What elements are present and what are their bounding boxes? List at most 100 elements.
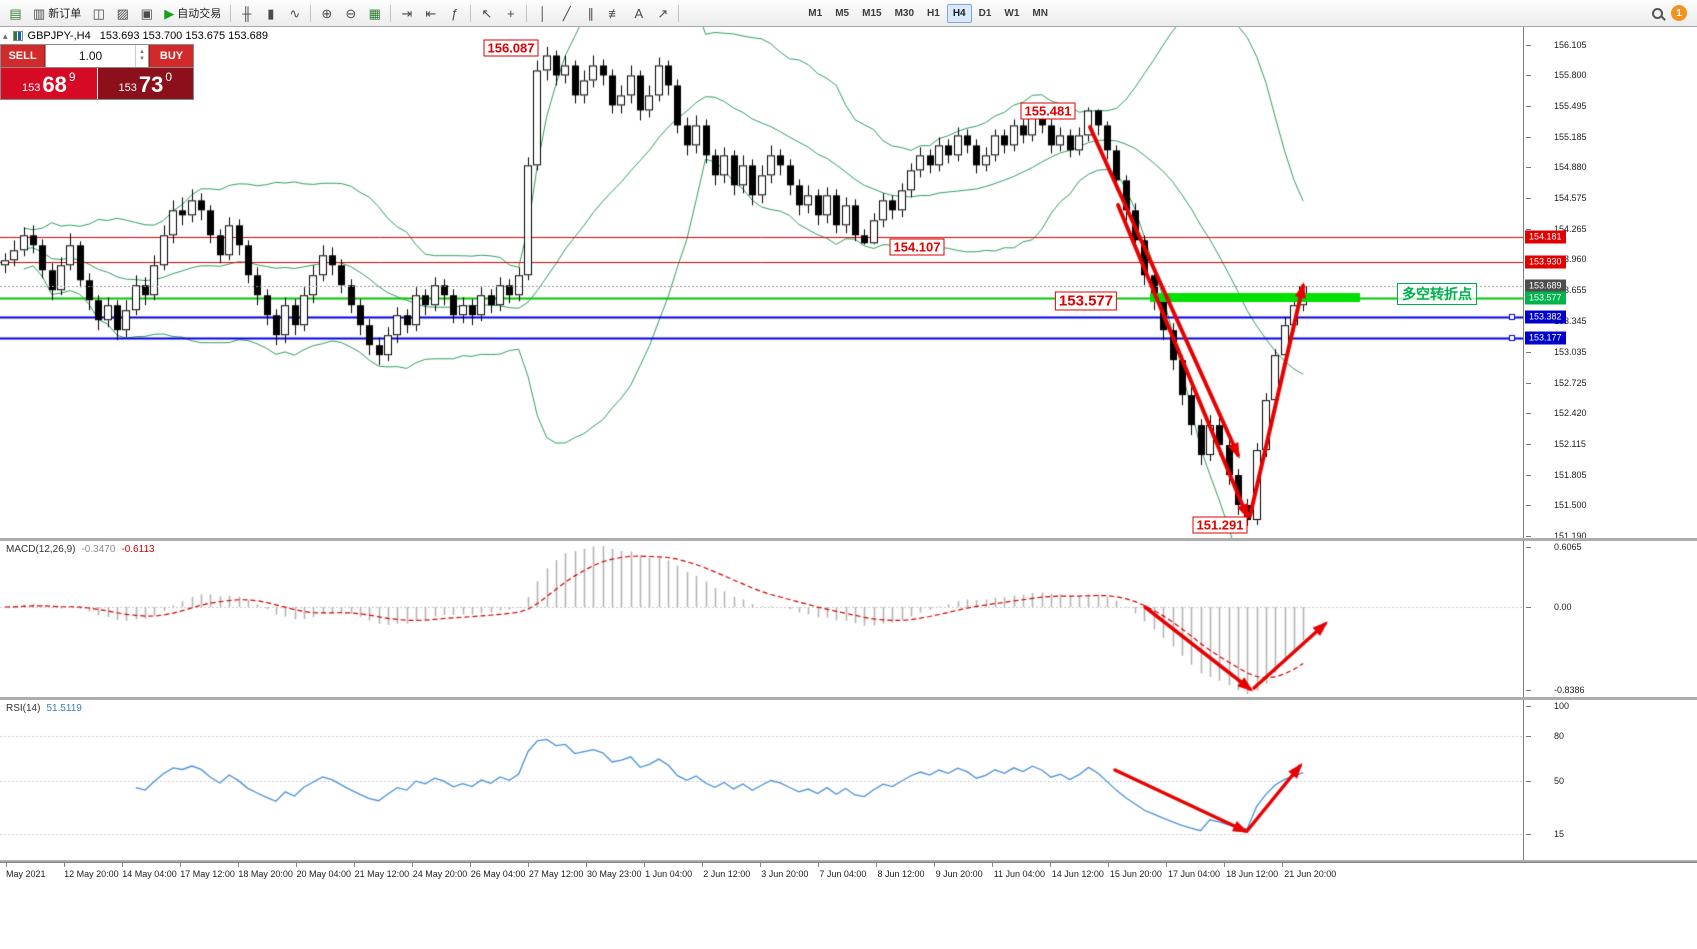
candle-chart-button[interactable]: ▮ xyxy=(259,3,282,24)
cursor-icon: ↖ xyxy=(481,5,493,21)
zoom-out-button[interactable]: ⊖ xyxy=(339,3,362,24)
timeframe-m1-button[interactable]: M1 xyxy=(802,4,828,23)
buy-button[interactable]: BUY xyxy=(149,45,193,67)
price-flag: 153.577 xyxy=(1525,291,1566,305)
time-label: 14 May 04:00 xyxy=(122,869,177,879)
new-order-button[interactable]: ▥ 新订单 xyxy=(28,3,86,24)
timeframe-w1-button[interactable]: W1 xyxy=(998,4,1025,23)
time-label: 11 Jun 04:00 xyxy=(993,869,1046,879)
tile-windows-icon: ▦ xyxy=(368,5,381,21)
vertical-line-button[interactable]: │ xyxy=(531,3,554,24)
price-flag: 154.181 xyxy=(1525,230,1566,244)
time-label: 12 May 20:00 xyxy=(64,869,119,879)
rsi-canvas[interactable] xyxy=(0,700,1523,860)
autotrade-button[interactable]: ▶ 自动交易 xyxy=(159,3,226,24)
channel-button[interactable]: ∥ xyxy=(579,3,602,24)
sell-price-prefix: 153 xyxy=(21,81,41,94)
price-annotation[interactable]: 154.107 xyxy=(889,238,945,256)
bar-chart-icon: ╫ xyxy=(242,5,252,21)
timeframe-h4-button[interactable]: H4 xyxy=(946,3,972,23)
bar-chart-button[interactable]: ╫ xyxy=(235,3,258,24)
line-chart-button[interactable]: ∿ xyxy=(283,3,306,24)
timeframe-m5-button[interactable]: M5 xyxy=(829,4,855,23)
channel-icon: ∥ xyxy=(587,5,595,21)
fibonacci-icon: ≢ xyxy=(608,5,622,21)
vertical-line-icon: │ xyxy=(538,5,547,21)
indicators-button[interactable]: ƒ xyxy=(443,3,466,24)
panel-resize-handle[interactable] xyxy=(0,538,1697,541)
buy-price[interactable]: 153 73 0 xyxy=(97,68,193,99)
axis-label: 155.800 xyxy=(1526,70,1587,81)
price-annotation[interactable]: 156.087 xyxy=(483,39,539,57)
axis-label: 0.6065 xyxy=(1526,542,1582,552)
search-icon[interactable] xyxy=(1652,7,1663,19)
auto-scroll-button[interactable]: ⇥ xyxy=(395,3,418,24)
sell-price-pip: 9 xyxy=(68,70,76,84)
timeframe-m30-button[interactable]: M30 xyxy=(889,4,920,23)
panel-resize-handle[interactable] xyxy=(0,697,1697,700)
price-annotation[interactable]: 155.481 xyxy=(1020,102,1076,120)
notification-badge[interactable]: 1 xyxy=(1671,5,1687,21)
symbol-watch-button[interactable]: ▤ xyxy=(4,3,27,24)
price-annotation[interactable]: 153.577 xyxy=(1054,291,1118,311)
axis-label: 154.575 xyxy=(1526,192,1587,203)
volume-input[interactable] xyxy=(46,45,135,67)
arrows-icon: ↗ xyxy=(657,5,669,21)
volume-spinner[interactable]: ▲ ▼ xyxy=(135,45,148,67)
spinner-up-icon[interactable]: ▲ xyxy=(139,48,145,55)
tile-windows-button[interactable]: ▦ xyxy=(363,3,386,24)
autotrade-button-label: 自动交易 xyxy=(177,8,222,20)
sell-button[interactable]: SELL xyxy=(1,45,45,67)
toolbar-buttons: ▤ ▥ 新订单 ◫ ▨ ▣ ▶ 自动交易 ╫ ▮ ∿ ⊕ ⊖ ▦ ⇥ ⇤ ƒ ↖ + │ ╱ ∥ ≢ A ↗ xyxy=(4,3,682,24)
toolbar-separator xyxy=(678,4,680,22)
crosshair-button[interactable]: + xyxy=(499,3,522,24)
timeframe-group: M1 M5 M15 M30 H1 H4 D1 W1 MN xyxy=(802,3,1054,23)
turning-point-label[interactable]: 多空转折点 xyxy=(1397,283,1477,305)
fibonacci-button[interactable]: ≢ xyxy=(603,3,626,24)
time-label: 3 Jun 20:00 xyxy=(761,869,809,879)
sell-price[interactable]: 153 68 9 xyxy=(1,68,98,99)
candle-chart-icon: ▮ xyxy=(267,5,275,21)
axis-label: 154.880 xyxy=(1526,162,1587,173)
timeframe-h1-button[interactable]: H1 xyxy=(921,4,946,23)
one-click-collapse-icon[interactable]: ▴ xyxy=(3,30,8,41)
axis-label: 153.035 xyxy=(1526,346,1587,357)
price-chart-canvas[interactable] xyxy=(0,27,1523,538)
instrument-icon xyxy=(12,31,23,41)
volume-field: ▲▼ xyxy=(45,45,149,67)
time-label: 30 May 23:00 xyxy=(587,869,642,879)
trendline-button[interactable]: ╱ xyxy=(555,3,578,24)
axis-label: 155.495 xyxy=(1526,100,1587,111)
axis-label: 151.500 xyxy=(1526,500,1587,511)
spinner-down-icon[interactable]: ▼ xyxy=(139,56,145,62)
macd-axis[interactable]: 0.6065 0.00 -0.8386 xyxy=(1523,541,1697,697)
timeframe-d1-button[interactable]: D1 xyxy=(973,4,998,23)
chart-window-button[interactable]: ◫ xyxy=(87,3,110,24)
macd-canvas[interactable] xyxy=(0,541,1523,697)
time-axis[interactable]: May 2021 12 May 20:00 14 May 04:00 17 May 1… xyxy=(0,862,1697,882)
price-axis[interactable]: 156.105 155.800 155.495 155.185 154.880 154.5… xyxy=(1523,27,1697,541)
timeframe-mn-button[interactable]: MN xyxy=(1026,4,1054,23)
chart-shift-button[interactable]: ⇤ xyxy=(419,3,442,24)
rsi-axis[interactable]: 100 80 50 15 xyxy=(1523,700,1697,860)
chart-window: ▴ GBPJPY-,H4 153.693 153.700 153.675 153… xyxy=(0,27,1697,949)
profiles-button[interactable]: ▨ xyxy=(111,3,134,24)
price-flag: 153.689 xyxy=(1525,279,1566,293)
time-label: 1 Jun 04:00 xyxy=(645,869,693,879)
terminal-button[interactable]: ▣ xyxy=(135,3,158,24)
panel-resize-handle[interactable] xyxy=(0,860,1697,863)
text-button[interactable]: A xyxy=(627,3,650,24)
arrows-button[interactable]: ↗ xyxy=(651,3,674,24)
cursor-button[interactable]: ↖ xyxy=(475,3,498,24)
toolbar-separator xyxy=(310,4,312,22)
zoom-in-button[interactable]: ⊕ xyxy=(315,3,338,24)
price-annotation[interactable]: 151.291 xyxy=(1192,516,1248,534)
rsi-panel: RSI(14) 51.5119 100 80 50 15 xyxy=(0,700,1697,860)
time-label: 9 Jun 20:00 xyxy=(935,869,983,879)
timeframe-m15-button[interactable]: M15 xyxy=(856,4,887,23)
macd-label: MACD(12,26,9) xyxy=(6,544,76,555)
axis-label: 15 xyxy=(1525,828,1565,839)
symbol-period-label: GBPJPY-,H4 xyxy=(27,30,91,42)
time-label: 21 May 12:00 xyxy=(354,869,410,879)
